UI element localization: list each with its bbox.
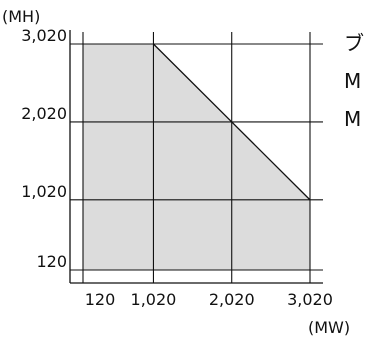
x-tick-label: 120 <box>85 290 116 309</box>
x-tick-label: 3,020 <box>287 290 333 309</box>
x-tick-label: 2,020 <box>209 290 255 309</box>
x-unit-label: (MW) <box>308 318 350 337</box>
y-unit-label: (MH) <box>2 7 40 26</box>
y-tick-label: 1,020 <box>21 182 67 201</box>
operating-region-area <box>83 44 310 270</box>
side-label-1: ブ <box>344 31 364 55</box>
x-tick-label: 1,020 <box>131 290 177 309</box>
grid <box>70 32 323 283</box>
y-tick-label: 120 <box>36 252 67 271</box>
side-label-2: M <box>344 69 361 93</box>
y-tick-label: 3,020 <box>21 26 67 45</box>
region-boundary-line <box>152 43 311 201</box>
axes <box>69 30 323 284</box>
tick-labels: 3,020 2,020 1,020 120 120 1,020 2,020 3,020 <box>21 26 333 309</box>
side-label-3: M <box>344 107 361 131</box>
y-tick-label: 2,020 <box>21 104 67 123</box>
